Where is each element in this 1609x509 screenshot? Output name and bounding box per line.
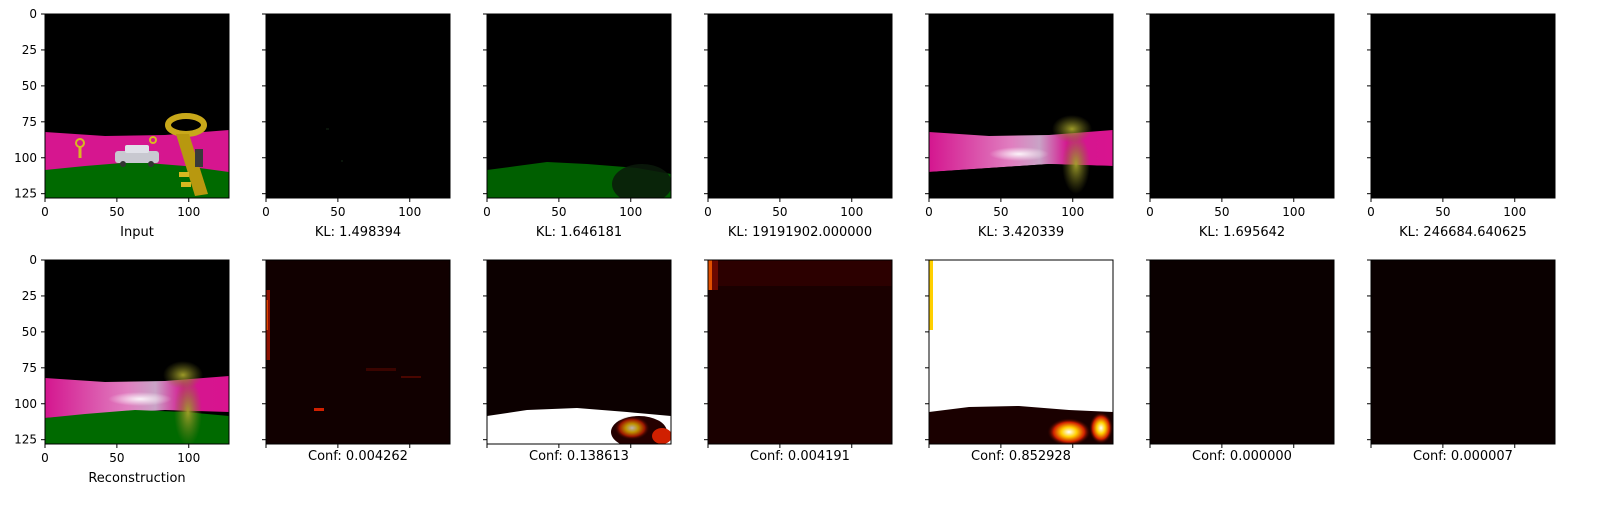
x-tick-label: 100: [1282, 205, 1305, 219]
x-tick-label: 100: [1061, 205, 1084, 219]
panel-conf-4: [928, 259, 1114, 445]
x-tick-label: 0: [41, 451, 49, 465]
x-tick-label: 50: [109, 205, 124, 219]
panel-caption: Conf: 0.138613: [529, 449, 629, 464]
panel-input: [44, 13, 230, 199]
x-tick-label: 50: [109, 451, 124, 465]
panel-caption: KL: 246684.640625: [1399, 225, 1527, 240]
y-tick-label: 75: [22, 361, 37, 375]
y-tick-label: 0: [29, 7, 37, 21]
y-tick-label: 50: [22, 79, 37, 93]
panel-conf-1: [265, 259, 451, 445]
x-tick-label: 100: [177, 451, 200, 465]
y-tick-label: 0: [29, 253, 37, 267]
x-tick-label: 100: [840, 205, 863, 219]
panel-caption: KL: 1.695642: [1199, 225, 1285, 240]
panel-caption: Conf: 0.000000: [1192, 449, 1292, 464]
x-tick-label: 0: [262, 205, 270, 219]
x-tick-label: 50: [1435, 205, 1450, 219]
panel-conf-3: [707, 259, 893, 445]
panel-kl-3: [707, 13, 893, 199]
axes-layer: 0 50 100 0 25 50 75 100 125 Input 0 50 100 KL: 1.4983…: [14, 7, 1527, 486]
panel-caption: Conf: 0.852928: [971, 449, 1071, 464]
x-tick-label: 0: [41, 205, 49, 219]
y-tick-label: 125: [14, 187, 37, 201]
panel-caption: Input: [120, 225, 154, 240]
panel-caption: Conf: 0.000007: [1413, 449, 1513, 464]
panel-conf-2: [486, 259, 672, 445]
x-tick-label: 0: [704, 205, 712, 219]
panel-kl-6: [1370, 13, 1556, 199]
panel-reconstruction: [44, 259, 230, 445]
panel-caption: Conf: 0.004262: [308, 449, 408, 464]
panel-caption: KL: 1.646181: [536, 225, 622, 240]
panel-kl-1: [265, 13, 451, 199]
y-tick-label: 100: [14, 397, 37, 411]
x-tick-label: 50: [551, 205, 566, 219]
x-tick-label: 0: [1367, 205, 1375, 219]
x-tick-label: 100: [1503, 205, 1526, 219]
y-tick-label: 125: [14, 433, 37, 447]
y-tick-label: 50: [22, 325, 37, 339]
x-tick-label: 0: [925, 205, 933, 219]
panel-caption: KL: 19191902.000000: [728, 225, 872, 240]
panel-conf-5: [1149, 259, 1335, 445]
panel-kl-2: [486, 13, 672, 199]
panel-conf-6: [1370, 259, 1556, 445]
x-tick-label: 50: [772, 205, 787, 219]
x-tick-label: 100: [398, 205, 421, 219]
y-tick-label: 25: [22, 289, 37, 303]
panel-caption: KL: 1.498394: [315, 225, 401, 240]
x-tick-label: 0: [1146, 205, 1154, 219]
panel-caption: Reconstruction: [88, 471, 185, 486]
panel-caption: Conf: 0.004191: [750, 449, 850, 464]
panel-kl-5: [1149, 13, 1335, 199]
x-tick-label: 50: [993, 205, 1008, 219]
y-tick-label: 100: [14, 151, 37, 165]
panel-kl-4: [928, 13, 1114, 199]
x-tick-label: 50: [330, 205, 345, 219]
x-tick-label: 50: [1214, 205, 1229, 219]
x-tick-label: 100: [177, 205, 200, 219]
y-tick-label: 25: [22, 43, 37, 57]
x-tick-label: 0: [483, 205, 491, 219]
x-tick-label: 100: [619, 205, 642, 219]
panel-caption: KL: 3.420339: [978, 225, 1064, 240]
y-tick-label: 75: [22, 115, 37, 129]
